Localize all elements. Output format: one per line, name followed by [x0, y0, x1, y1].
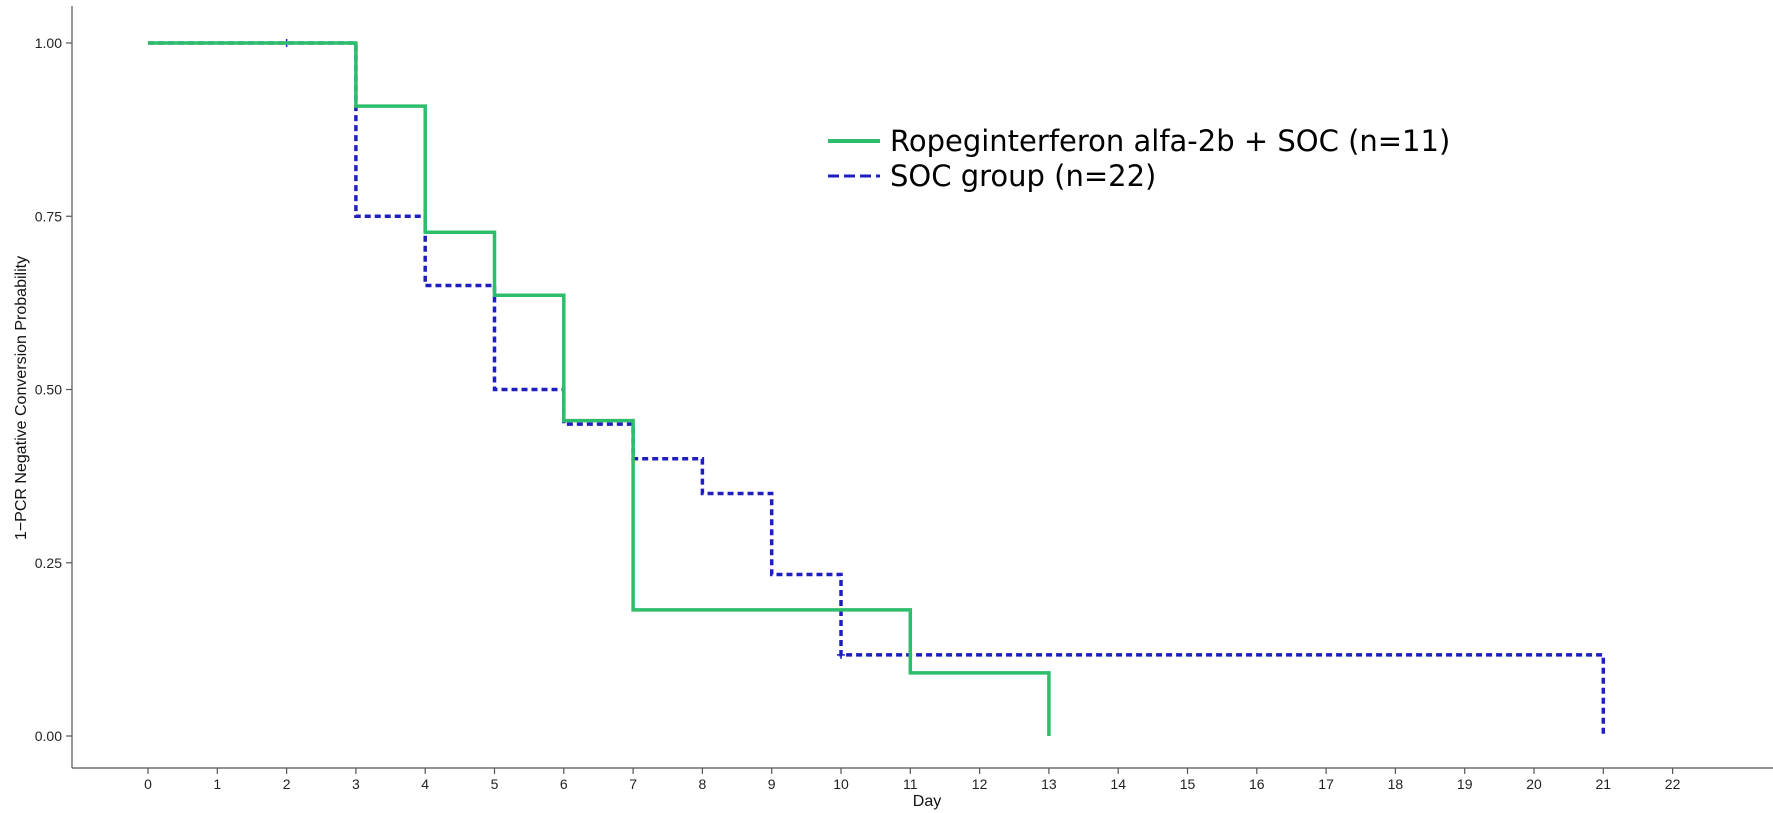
y-tick-label: 0.50: [35, 382, 62, 398]
series-line-ropeginterferon-soc: [148, 41, 1051, 736]
y-tick-label: 1.00: [35, 35, 62, 51]
x-tick-label: 2: [283, 776, 291, 792]
x-tick-label: 11: [903, 776, 918, 792]
x-axis-title: Day: [913, 793, 941, 810]
x-tick-label: 8: [699, 776, 707, 792]
y-tick-label: 0.25: [35, 555, 62, 571]
x-tick-label: 6: [560, 776, 568, 792]
x-tick-label: 13: [1041, 776, 1057, 792]
legend-label-soc-group: SOC group (n=22): [890, 159, 1156, 193]
x-tick-label: 14: [1110, 776, 1126, 792]
x-tick-label: 15: [1180, 776, 1196, 792]
x-tick-label: 7: [629, 776, 637, 792]
x-tick-label: 16: [1249, 776, 1265, 792]
x-tick-label: 17: [1318, 776, 1334, 792]
x-tick-label: 22: [1665, 776, 1681, 792]
y-tick-label: 0.00: [35, 728, 62, 744]
legend-label-ropeginterferon-soc: Ropeginterferon alfa-2b + SOC (n=11): [890, 124, 1450, 158]
x-tick-label: 18: [1388, 776, 1404, 792]
x-tick-label: 21: [1596, 776, 1612, 792]
y-tick-label: 0.75: [35, 208, 62, 224]
legend: Ropeginterferon alfa-2b + SOC (n=11)SOC …: [828, 124, 1450, 193]
x-tick-label: 3: [352, 776, 360, 792]
x-tick-label: 10: [833, 776, 849, 792]
x-tick-label: 19: [1457, 776, 1473, 792]
x-tick-label: 1: [213, 776, 221, 792]
x-tick-label: 4: [421, 776, 429, 792]
x-tick-label: 20: [1526, 776, 1542, 792]
x-tick-label: 9: [768, 776, 776, 792]
axes: 0.000.250.500.751.000 1 2 3 4 5 6 7 8 9 10 11 12 13 14…: [35, 6, 1773, 792]
x-tick-label: 0: [144, 776, 152, 792]
x-tick-label: 5: [491, 776, 499, 792]
x-tick-label: 12: [972, 776, 988, 792]
plot-area: [148, 39, 1606, 736]
y-axis-title: 1−PCR Negative Conversion Probability: [13, 256, 30, 540]
